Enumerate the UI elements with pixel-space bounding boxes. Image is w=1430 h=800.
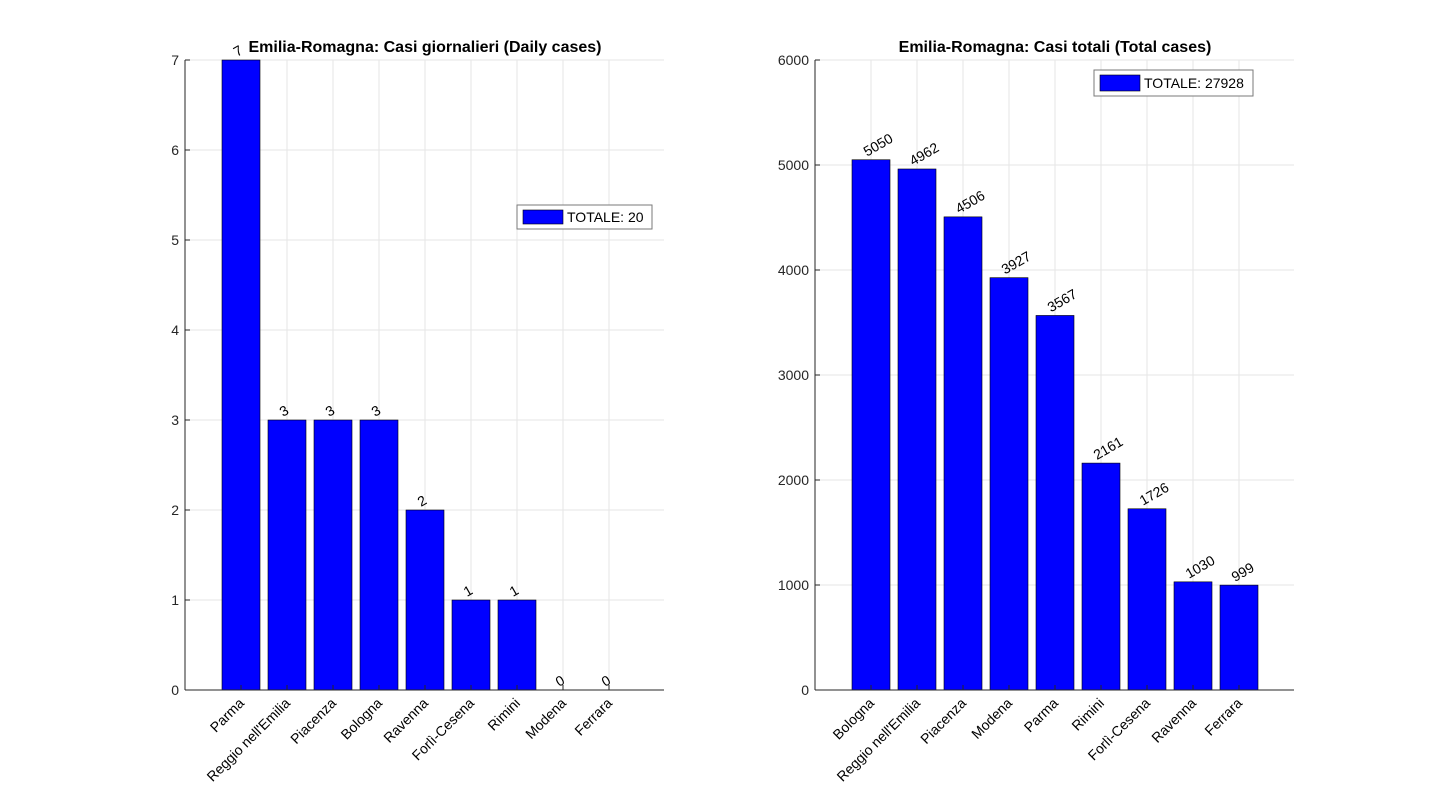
- bar-forl-cesena: [1127, 508, 1167, 691]
- y-tick-label: 4000: [778, 262, 809, 278]
- total-chart-title: Emilia-Romagna: Casi totali (Total cases…: [899, 39, 1212, 56]
- data-label: 7: [231, 42, 246, 60]
- legend-box: [516, 204, 653, 230]
- bar-parma: [221, 59, 261, 691]
- daily-chart-title: Emilia-Romagna: Casi giornalieri (Daily …: [248, 39, 601, 56]
- bar-reggio-nell-emilia: [267, 419, 307, 691]
- x-tick-label: Rimini: [484, 695, 523, 734]
- data-label: 5050: [861, 130, 896, 160]
- bar-reggio-nell-emilia: [897, 168, 937, 691]
- y-tick-label: 3000: [778, 367, 809, 383]
- data-label: 0: [599, 672, 614, 690]
- x-tick-label: Ferrara: [1201, 695, 1245, 739]
- bar-bologna: [359, 419, 399, 691]
- total-cases-chart: Emilia-Romagna: Casi totali (Total cases…: [778, 39, 1294, 784]
- y-tick-label: 0: [171, 682, 179, 698]
- y-tick-label: 0: [801, 682, 809, 698]
- bar-rimini: [497, 599, 537, 691]
- data-label: 3: [277, 402, 292, 420]
- data-label: 3927: [999, 248, 1034, 278]
- y-tick-label: 2000: [778, 472, 809, 488]
- bar-ravenna: [405, 509, 445, 691]
- x-tick-label: Modena: [968, 695, 1015, 742]
- x-tick-label: Parma: [1021, 695, 1062, 736]
- data-label: 0: [553, 672, 568, 690]
- x-tick-label: Rimini: [1068, 695, 1107, 734]
- legend: TOTALE: 27928: [1093, 69, 1254, 97]
- legend-label: TOTALE: 20: [567, 209, 644, 225]
- x-tick-label: Bologna: [337, 695, 385, 743]
- legend-label: TOTALE: 27928: [1144, 75, 1244, 91]
- bar-modena: [989, 277, 1029, 691]
- data-label: 999: [1229, 559, 1257, 585]
- bar-ferrara: [1219, 584, 1259, 691]
- data-label: 1: [507, 582, 522, 600]
- x-tick-label: Modena: [522, 695, 569, 742]
- bar-parma: [1035, 315, 1075, 691]
- y-tick-label: 4: [171, 322, 179, 338]
- y-tick-label: 5000: [778, 157, 809, 173]
- data-label: 4962: [907, 139, 942, 169]
- y-tick-label: 5: [171, 232, 179, 248]
- y-tick-label: 6: [171, 142, 179, 158]
- bar-bologna: [851, 159, 891, 691]
- x-tick-label: Parma: [207, 695, 248, 736]
- legend-swatch: [1099, 74, 1141, 92]
- data-label: 1030: [1183, 552, 1218, 582]
- y-tick-label: 6000: [778, 52, 809, 68]
- y-tick-label: 1000: [778, 577, 809, 593]
- bar-ravenna: [1173, 581, 1213, 691]
- bar-forl-cesena: [451, 599, 491, 691]
- y-tick-label: 3: [171, 412, 179, 428]
- daily-cases-chart: Emilia-Romagna: Casi giornalieri (Daily …: [171, 39, 664, 784]
- x-tick-label: Ravenna: [1148, 695, 1199, 746]
- data-label: 1: [461, 582, 476, 600]
- x-tick-label: Ferrara: [571, 695, 615, 739]
- data-label: 4506: [953, 187, 988, 217]
- x-tick-label: Reggio nell'Emilia: [203, 695, 293, 785]
- data-label: 2: [415, 492, 430, 510]
- y-tick-label: 1: [171, 592, 179, 608]
- y-tick-label: 7: [171, 52, 179, 68]
- data-label: 3567: [1045, 286, 1080, 316]
- legend-swatch: [522, 209, 564, 225]
- y-tick-label: 2: [171, 502, 179, 518]
- legend: TOTALE: 20: [516, 204, 653, 230]
- data-label: 2161: [1091, 433, 1126, 463]
- x-tick-label: Piacenza: [287, 695, 339, 747]
- x-tick-label: Reggio nell'Emilia: [833, 695, 923, 785]
- bar-piacenza: [943, 216, 983, 691]
- data-label: 1726: [1137, 479, 1172, 509]
- x-tick-label: Piacenza: [917, 695, 969, 747]
- data-label: 3: [369, 402, 384, 420]
- bar-piacenza: [313, 419, 353, 691]
- bar-rimini: [1081, 462, 1121, 691]
- data-label: 3: [323, 402, 338, 420]
